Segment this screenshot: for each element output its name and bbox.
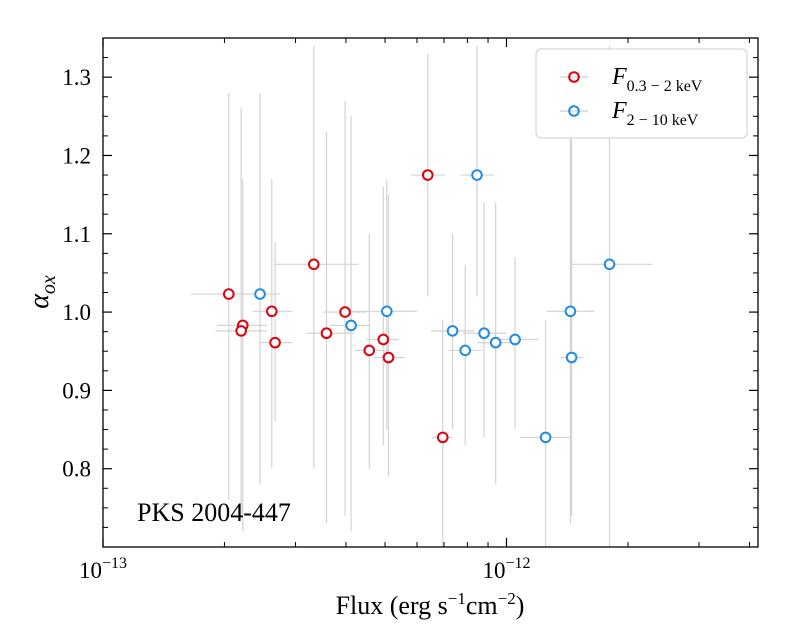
data-point-soft (436, 431, 449, 444)
data-point-soft (235, 325, 247, 337)
y-tick-label: 0.9 (62, 378, 91, 403)
data-point-hard (565, 351, 578, 364)
y-tick-label: 0.8 (62, 457, 91, 482)
data-point-hard (471, 169, 483, 181)
y-axis-label: αox (24, 275, 60, 309)
data-point-hard (254, 288, 266, 300)
data-point-soft (363, 344, 376, 357)
y-tick-label: 1.1 (62, 222, 91, 247)
x-tick-label: 10−13 (79, 555, 127, 583)
data-point-soft (320, 327, 333, 340)
legend-marker-soft (568, 71, 580, 83)
data-point-soft (421, 169, 434, 181)
data-markers (222, 169, 616, 444)
data-point-soft (339, 306, 351, 318)
data-point-soft (382, 351, 395, 364)
legend-label-soft: F0.3 − 2 keV (611, 64, 703, 95)
legend-label-hard: F2 − 10 keV (611, 98, 699, 129)
data-point-hard (478, 327, 490, 340)
axis-ticks (102, 37, 758, 547)
data-point-soft (265, 305, 278, 318)
data-point-hard (564, 305, 577, 318)
data-point-hard (509, 333, 521, 346)
y-tick-label: 1.2 (62, 143, 91, 168)
data-point-hard (603, 258, 616, 271)
legend: F0.3 − 2 keV F2 − 10 keV (535, 48, 748, 139)
data-point-hard (459, 344, 472, 357)
data-point-hard (489, 336, 502, 349)
legend-marker-hard (568, 105, 580, 117)
y-tick-labels: 0.8 0.9 1.0 1.1 1.2 1.3 (62, 65, 91, 482)
x-axis-label: Flux (erg s−1cm−2) (336, 589, 525, 620)
legend-box (535, 48, 748, 139)
y-tick-label: 1.3 (62, 65, 91, 90)
data-point-soft (308, 258, 320, 271)
source-annotation: PKS 2004-447 (137, 498, 291, 527)
data-point-hard (446, 325, 459, 337)
x-tick-label: 10−12 (482, 555, 530, 583)
y-tick-label: 1.0 (62, 300, 91, 325)
data-point-soft (269, 336, 281, 349)
x-tick-labels: 10−13 10−12 (79, 555, 531, 583)
data-point-soft (377, 333, 390, 346)
data-point-hard (345, 319, 357, 332)
data-point-hard (380, 305, 393, 318)
data-point-hard (539, 431, 552, 444)
data-point-soft (222, 288, 235, 300)
